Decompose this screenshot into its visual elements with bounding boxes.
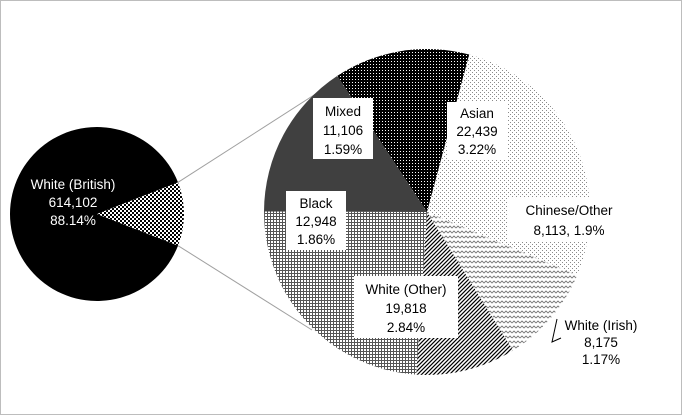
slice-other-aggregate [97,182,184,246]
label-mixed-percent: 1.59% [324,142,362,157]
label-white-irish-name: White (Irish) [565,318,638,333]
label-asian-name: Asian [460,106,494,121]
label-white-british-name: White (British) [31,177,116,192]
connector-line-bottom [177,245,313,331]
label-white-irish-count: 8,175 [584,335,618,350]
label-white-other-percent: 2.84% [387,320,425,335]
label-white-british-percent: 88.14% [50,213,96,228]
label-chinese-other: Chinese/Other 8,113, 1.9% [507,197,631,242]
label-white-irish-leader [551,318,562,343]
label-black-count: 12,948 [295,214,336,229]
label-white-other: White (Other) 19,818 2.84% [354,276,458,338]
label-black-name: Black [299,196,332,211]
label-white-irish: White (Irish) 8,175 1.17% [551,318,638,367]
label-white-irish-percent: 1.17% [582,352,620,367]
label-white-british-count: 614,102 [49,195,98,210]
label-mixed-name: Mixed [325,104,361,119]
label-white-other-count: 19,818 [385,301,426,316]
main-pie [9,127,184,301]
label-asian-count: 22,439 [456,124,497,139]
label-white-other-name: White (Other) [365,282,446,297]
slice-mixed [337,48,470,212]
label-mixed: Mixed 11,106 1.59% [313,98,373,159]
slice-chinese-other [427,212,578,351]
label-white-british: White (British) 614,102 88.14% [31,177,116,228]
label-chinese-other-name: Chinese/Other [525,203,613,218]
label-chinese-other-count-percent: 8,113, 1.9% [533,223,604,238]
label-mixed-count: 11,106 [323,123,363,138]
label-black-percent: 1.86% [297,232,335,247]
label-asian: Asian 22,439 3.22% [447,102,507,159]
label-asian-percent: 3.22% [458,142,496,157]
slice-white-british [9,127,179,301]
label-black: Black 12,948 1.86% [286,191,346,250]
